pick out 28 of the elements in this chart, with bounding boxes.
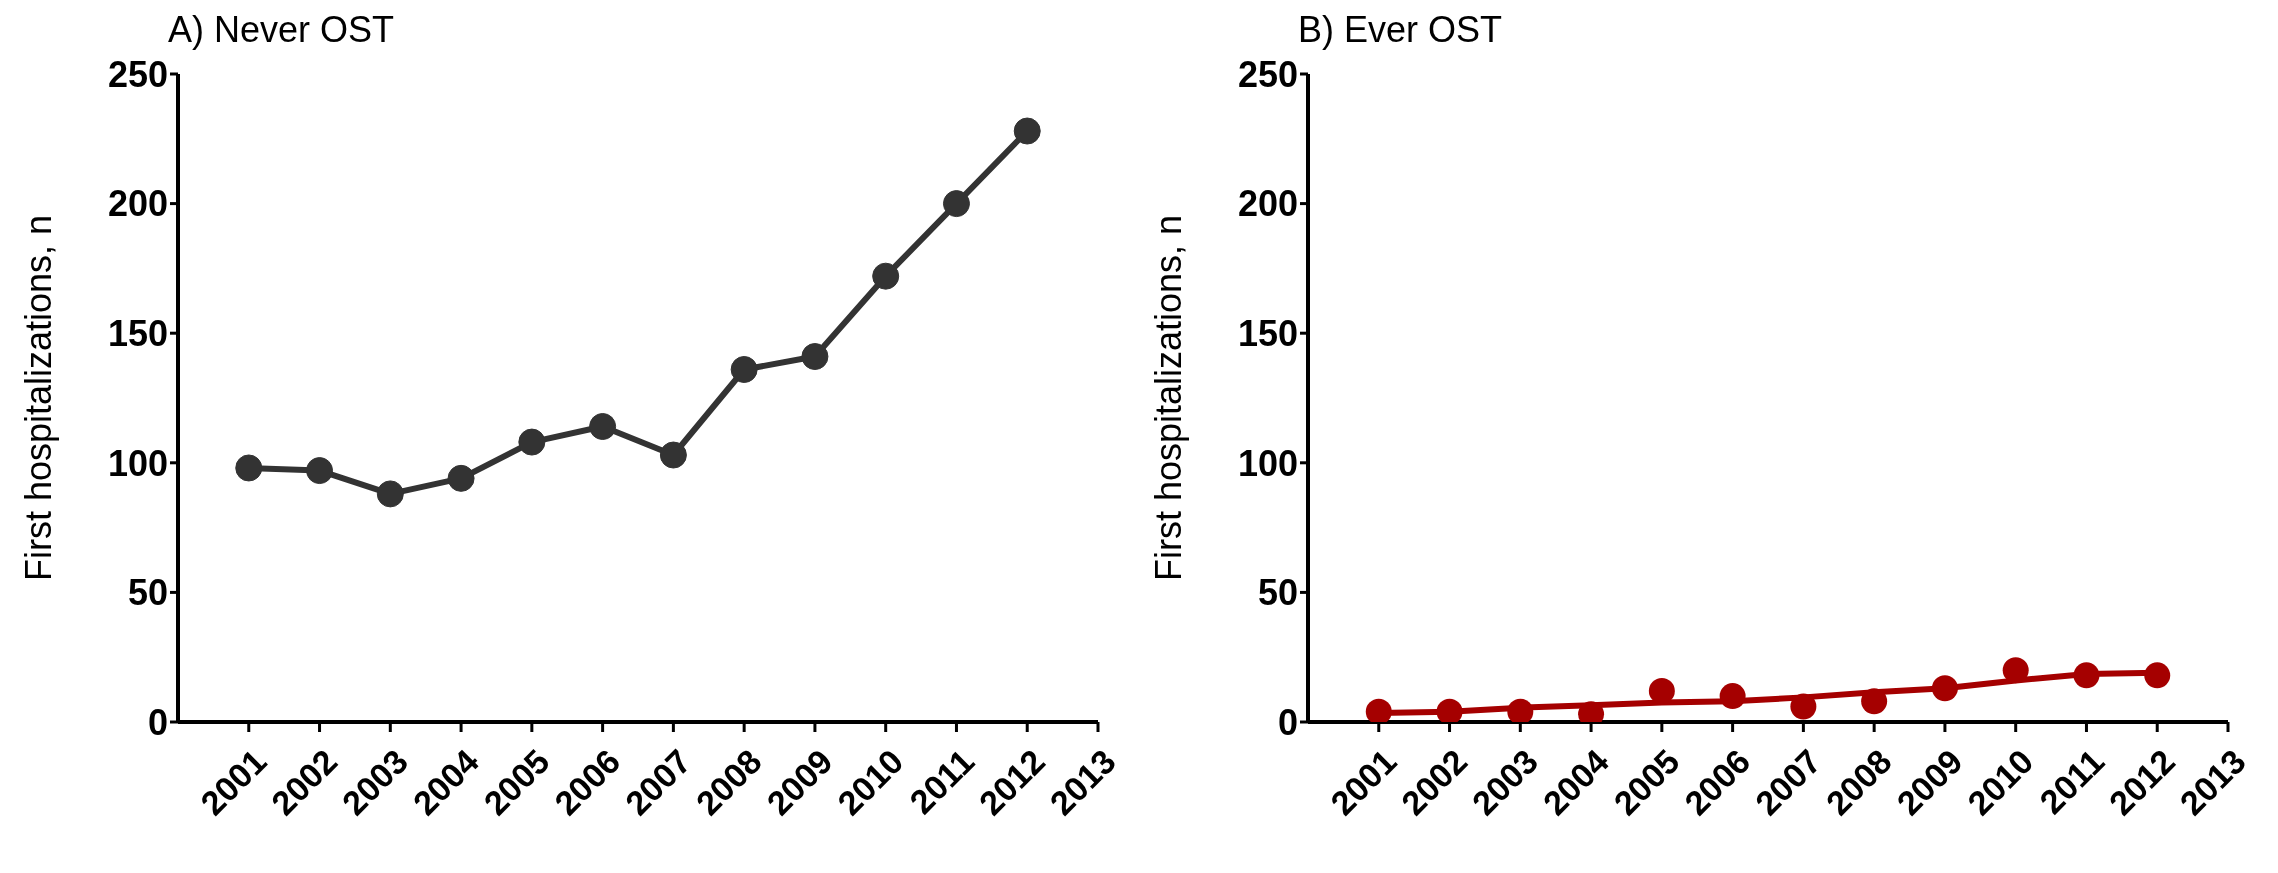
- point: [447, 464, 475, 492]
- y-tick-label: 0: [1277, 701, 1298, 743]
- point: [801, 343, 829, 371]
- y-tick-label: 0: [147, 701, 168, 743]
- y-tick-label: 250: [107, 53, 168, 95]
- point: [730, 355, 758, 383]
- point: [942, 190, 970, 218]
- point: [518, 428, 546, 456]
- y-tick-label: 200: [1237, 183, 1298, 225]
- y-axis-title: First hospitalizations, n: [17, 214, 59, 582]
- chart-title: B) Ever OST: [1298, 8, 1504, 52]
- y-tick-label: 150: [107, 312, 168, 354]
- y-tick-label: 100: [107, 442, 168, 484]
- y-tick-label: 50: [127, 572, 168, 614]
- chart-title: A) Never OST: [168, 8, 396, 52]
- point: [872, 262, 900, 290]
- point: [306, 457, 334, 485]
- point: [235, 454, 263, 482]
- y-axis-title: First hospitalizations, n: [1147, 214, 1189, 582]
- y-tick-label: 50: [1257, 572, 1298, 614]
- y-tick-label: 150: [1237, 312, 1298, 354]
- point: [659, 441, 687, 469]
- y-tick-label: 250: [1237, 53, 1298, 95]
- y-tick-label: 100: [1237, 442, 1298, 484]
- point: [376, 480, 404, 508]
- point: [1013, 117, 1041, 145]
- point: [589, 413, 617, 441]
- y-tick-label: 200: [107, 183, 168, 225]
